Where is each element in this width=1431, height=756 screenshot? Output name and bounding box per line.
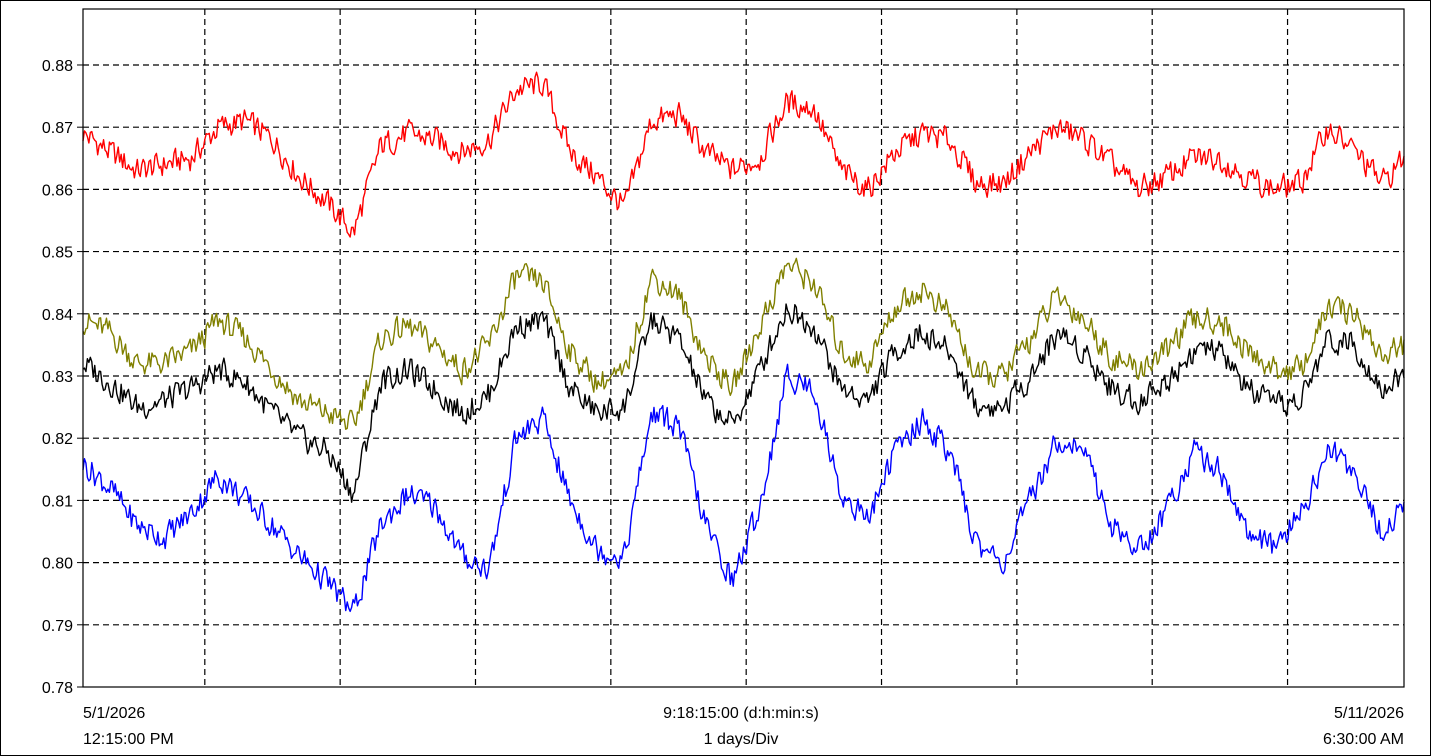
y-tick-label: 0.85 [42,245,73,262]
trend-chart: 0.78 0.79 0.80 0.81 0.82 0.83 0.84 0.85 0.86 0.87… [42,8,1405,697]
y-tick-label: 0.78 [42,680,73,697]
y-tick-label: 0.87 [42,120,73,137]
x-start-date: 5/1/2026 [83,705,146,722]
y-tick-label: 0.79 [42,618,73,635]
x-division-label: 1 days/Div [703,731,779,748]
axis-layer [77,8,1405,688]
y-tick-label: 0.88 [42,58,73,75]
y-tick-label: 0.82 [42,431,73,448]
series-line [82,71,1405,238]
x-span-label: 9:18:15:00 (d:h:min:s) [663,705,819,722]
plot-area-border [82,8,1405,688]
grid-layer [83,9,1404,687]
y-tick-label: 0.86 [42,182,73,199]
y-tick-label: 0.81 [42,493,73,510]
y-tick-labels: 0.78 0.79 0.80 0.81 0.82 0.83 0.84 0.85 0.86 0.87… [42,58,73,697]
series-line [82,257,1405,430]
x-end-date: 5/11/2026 [1334,705,1404,722]
y-tick-label: 0.83 [42,369,73,386]
series-line [82,303,1405,503]
y-tick-label: 0.84 [42,307,73,324]
y-tick-label: 0.80 [42,556,73,573]
x-end-time: 6:30:00 AM [1323,731,1404,748]
series-layer [82,71,1405,613]
series-line [82,363,1405,613]
x-start-time: 12:15:00 PM [83,731,174,748]
